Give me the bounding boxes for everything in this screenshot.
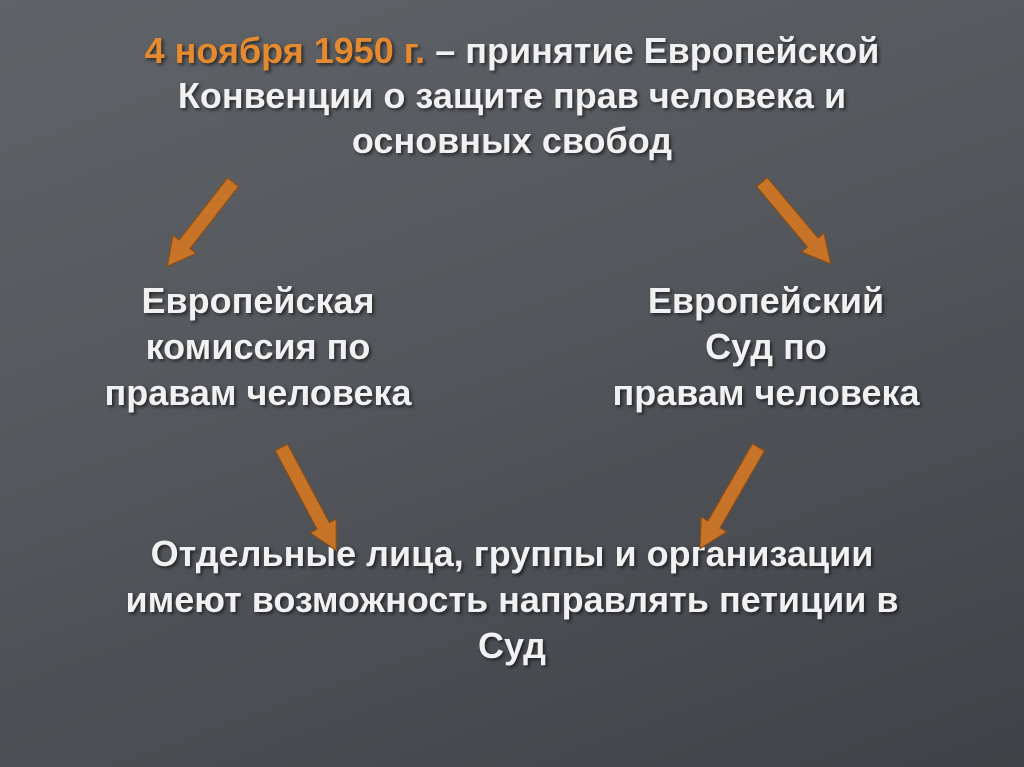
title-block: 4 ноября 1950 г. – принятие Европейской … bbox=[52, 28, 972, 163]
bottom-line-3: Суд bbox=[52, 623, 972, 669]
bottom-line-2: имеют возможность направлять петиции в bbox=[52, 577, 972, 623]
arrow-top-right bbox=[746, 169, 848, 281]
bottom-line-1: Отдельные лица, группы и организации bbox=[52, 531, 972, 577]
branches-row: Европейская комиссия по правам человека … bbox=[42, 278, 982, 416]
title-date: 4 ноября 1950 г. bbox=[145, 30, 426, 71]
slide-background: 4 ноября 1950 г. – принятие Европейской … bbox=[0, 0, 1024, 767]
branch-right: Европейский Суд по правам человека bbox=[556, 278, 976, 416]
branch-left: Европейская комиссия по правам человека bbox=[48, 278, 468, 416]
title-line-3: основных свобод bbox=[52, 118, 972, 163]
title-line-1: 4 ноября 1950 г. – принятие Европейской bbox=[52, 28, 972, 73]
arrow-top-left bbox=[150, 169, 249, 282]
bottom-block: Отдельные лица, группы и организации име… bbox=[52, 531, 972, 669]
title-rest-1: – принятие Европейской bbox=[425, 30, 879, 71]
title-line-2: Конвенции о защите прав человека и bbox=[52, 73, 972, 118]
